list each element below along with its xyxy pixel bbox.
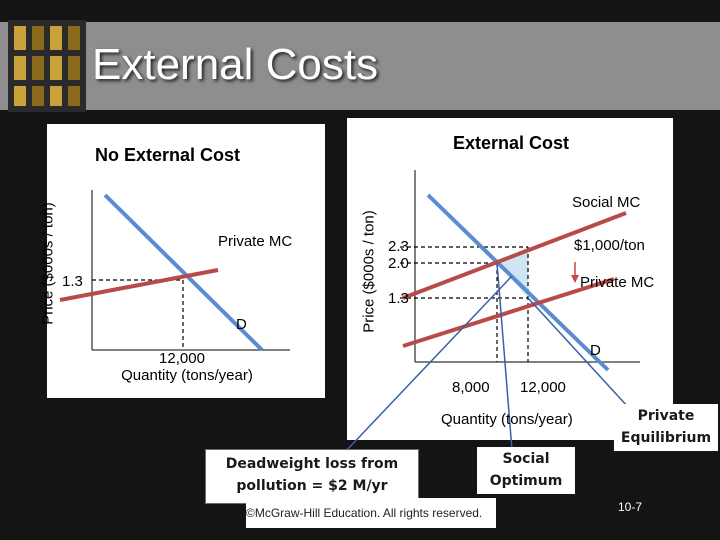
page-number: 10-7	[618, 500, 643, 514]
left-x-axis-label: Quantity (tons/year)	[121, 367, 253, 384]
left-quantity-label: 12,000	[159, 350, 205, 367]
quantity-8000-label: 8,000	[452, 379, 490, 396]
left-price-label: 1.3	[62, 273, 83, 290]
quantity-12000-label: 12,000	[520, 379, 566, 396]
social-mc-label: Social MC	[572, 194, 641, 211]
gap-label: $1,000/ton	[574, 237, 645, 254]
price-1.3-label: 1.3	[388, 290, 409, 307]
right-x-axis-label: Quantity (tons/year)	[441, 411, 573, 428]
right-y-axis-label: Price ($000s / ton)	[360, 210, 378, 333]
left-private-mc-line	[59, 268, 219, 302]
private-equilibrium-connector	[527, 297, 641, 421]
right-demand-line	[426, 193, 610, 372]
right-demand-label: D	[590, 342, 601, 359]
left-private-mc-label: Private MC	[218, 233, 293, 250]
grid-logo-icon	[8, 20, 86, 112]
deadweight-loss-callout: Deadweight loss from pollution = $2 M/yr	[205, 449, 419, 504]
copyright-text: ©McGraw-Hill Education. All rights reser…	[246, 506, 483, 520]
private-equilibrium-text: Private Equilibrium	[620, 408, 712, 446]
footer-box	[246, 498, 496, 528]
left-demand-label: D	[236, 316, 247, 333]
price-2.0-label: 2.0	[388, 255, 409, 272]
right-private-mc-line	[402, 277, 615, 348]
left-graph-panel	[47, 124, 325, 398]
slide-title: External Costs	[92, 40, 379, 89]
right-social-mc-line	[402, 211, 627, 300]
social-optimum-connector	[496, 262, 513, 451]
left-panel-title: No External Cost	[95, 145, 241, 165]
deadweight-loss-text: Deadweight loss from pollution = $2 M/yr	[225, 456, 399, 494]
deadweight-connector	[344, 275, 513, 453]
private-equilibrium-callout: Private Equilibrium	[614, 404, 718, 451]
social-optimum-callout: Social Optimum	[477, 447, 575, 494]
gap-arrow-head	[571, 275, 579, 283]
right-private-mc-label: Private MC	[580, 274, 654, 291]
price-2.3-label: 2.3	[388, 238, 409, 255]
left-demand-line	[103, 193, 264, 352]
title-band	[0, 22, 720, 110]
social-optimum-text: Social Optimum	[489, 451, 563, 489]
left-y-axis-label: Price ($000s / ton)	[39, 202, 57, 325]
right-panel-title: External Cost	[453, 133, 570, 153]
